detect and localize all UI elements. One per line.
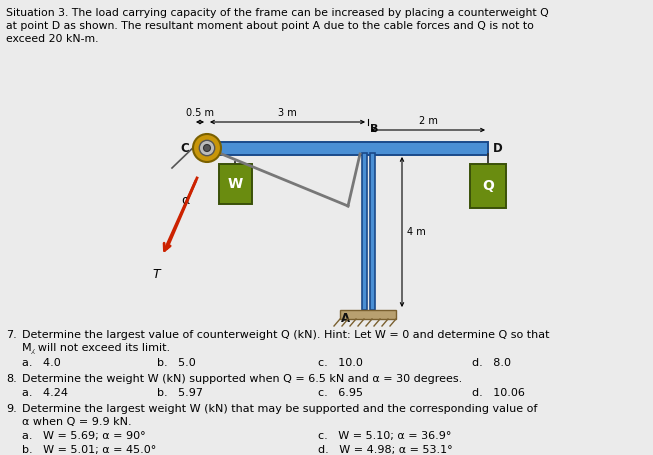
Text: 8.: 8.: [6, 374, 17, 384]
Circle shape: [193, 134, 221, 162]
Text: d.   8.0: d. 8.0: [472, 358, 511, 368]
Text: 9.: 9.: [6, 404, 17, 414]
Text: 3 m: 3 m: [278, 108, 297, 118]
Text: M⁁ will not exceed its limit.: M⁁ will not exceed its limit.: [22, 344, 170, 354]
Text: 0.5 m: 0.5 m: [186, 108, 214, 118]
Text: c.   W = 5.10; α = 36.9°: c. W = 5.10; α = 36.9°: [318, 431, 451, 441]
Text: Q: Q: [482, 179, 494, 193]
Text: Determine the largest weight W (kN) that may be supported and the corresponding : Determine the largest weight W (kN) that…: [22, 404, 537, 414]
Bar: [362, 153, 367, 310]
Text: 2 m: 2 m: [419, 116, 438, 126]
Text: c.   10.0: c. 10.0: [318, 358, 363, 368]
Circle shape: [204, 145, 210, 152]
Bar: [370, 153, 375, 310]
Text: b.   5.0: b. 5.0: [157, 358, 196, 368]
Text: 7.: 7.: [6, 330, 17, 340]
Circle shape: [199, 140, 215, 156]
Text: at point D as shown. The resultant moment about point A due to the cable forces : at point D as shown. The resultant momen…: [6, 21, 534, 31]
Bar: [340, 310, 396, 319]
Text: d.   10.06: d. 10.06: [472, 388, 525, 398]
Text: 4 m: 4 m: [407, 227, 426, 237]
Text: W: W: [228, 177, 243, 191]
Text: b.   W = 5.01; α = 45.0°: b. W = 5.01; α = 45.0°: [22, 445, 156, 455]
Text: α when Q = 9.9 kN.: α when Q = 9.9 kN.: [22, 417, 132, 427]
Text: a.   W = 5.69; α = 90°: a. W = 5.69; α = 90°: [22, 431, 146, 441]
Bar: [207, 142, 488, 155]
Text: T: T: [152, 268, 160, 281]
Text: B: B: [370, 124, 378, 134]
Text: b.   5.97: b. 5.97: [157, 388, 203, 398]
Text: a.   4.24: a. 4.24: [22, 388, 68, 398]
Bar: [219, 164, 252, 204]
Text: Determine the largest value of counterweight Q (kN). Hint: Let W = 0 and determi: Determine the largest value of counterwe…: [22, 330, 550, 340]
Text: C: C: [180, 142, 189, 156]
Text: A: A: [341, 312, 350, 325]
Text: c.   6.95: c. 6.95: [318, 388, 363, 398]
Text: d.   W = 4.98; α = 53.1°: d. W = 4.98; α = 53.1°: [318, 445, 453, 455]
Text: Situation 3. The load carrying capacity of the frame can be increased by placing: Situation 3. The load carrying capacity …: [6, 8, 549, 18]
Bar: [470, 164, 506, 208]
Text: Determine the weight W (kN) supported when Q = 6.5 kN and α = 30 degrees.: Determine the weight W (kN) supported wh…: [22, 374, 462, 384]
Text: a.   4.0: a. 4.0: [22, 358, 61, 368]
Text: D: D: [493, 142, 503, 156]
Text: α: α: [181, 193, 189, 207]
Text: exceed 20 kN-m.: exceed 20 kN-m.: [6, 34, 99, 44]
